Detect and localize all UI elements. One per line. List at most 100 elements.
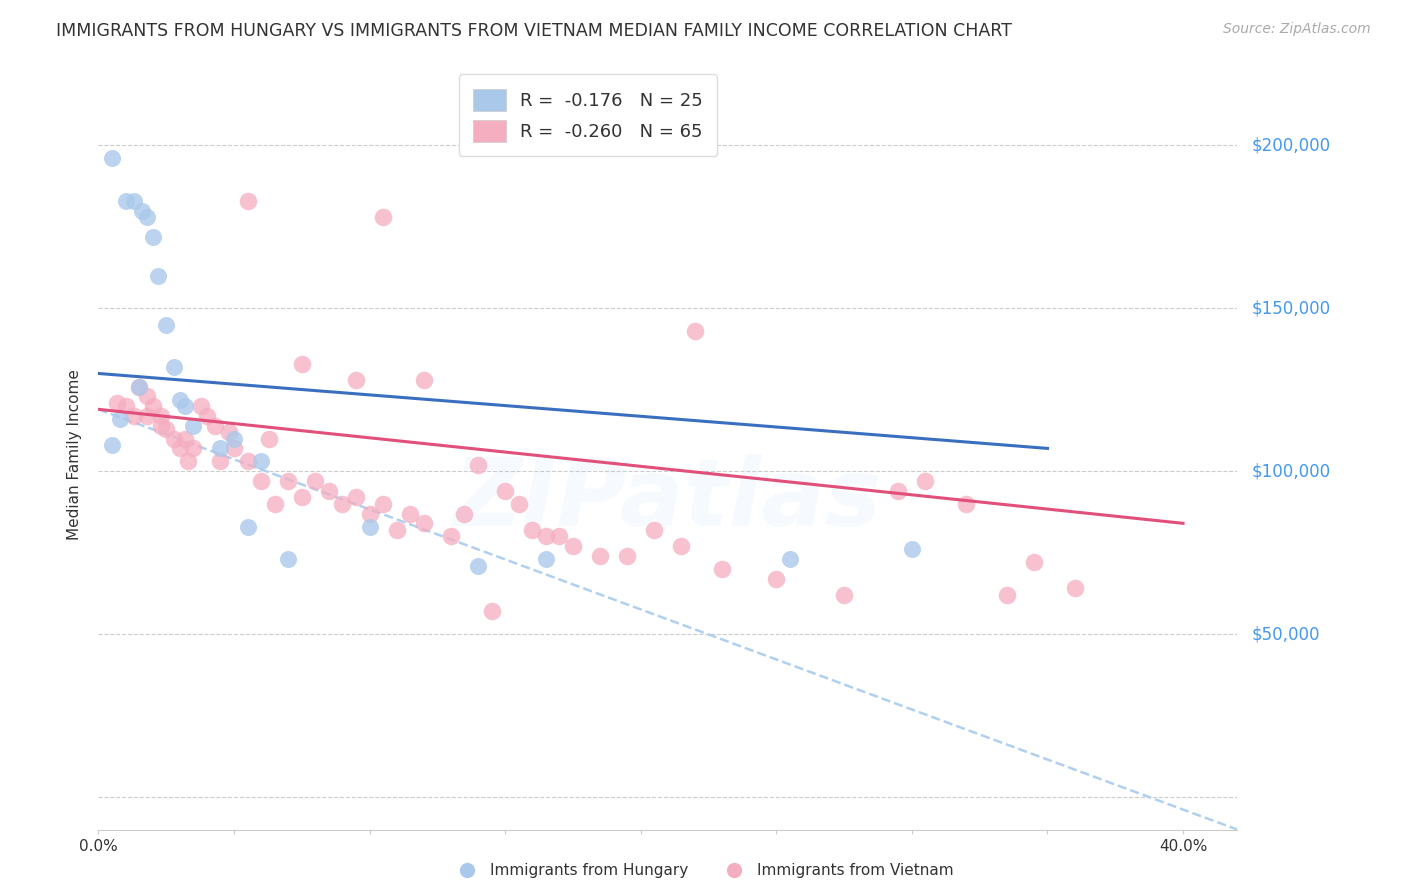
Text: Source: ZipAtlas.com: Source: ZipAtlas.com xyxy=(1223,22,1371,37)
Point xyxy=(131,203,153,218)
Point xyxy=(114,194,136,208)
Point xyxy=(548,529,571,543)
Point xyxy=(385,523,408,537)
Point xyxy=(136,409,159,423)
Point xyxy=(195,409,218,423)
Point xyxy=(263,497,285,511)
Point xyxy=(218,425,240,439)
Point xyxy=(371,210,394,224)
Point xyxy=(643,523,665,537)
Text: IMMIGRANTS FROM HUNGARY VS IMMIGRANTS FROM VIETNAM MEDIAN FAMILY INCOME CORRELAT: IMMIGRANTS FROM HUNGARY VS IMMIGRANTS FR… xyxy=(56,22,1012,40)
Point xyxy=(155,422,177,436)
Point xyxy=(562,539,585,553)
Point xyxy=(163,432,186,446)
Point xyxy=(236,194,259,208)
Point xyxy=(128,379,150,393)
Point xyxy=(412,516,434,531)
Point xyxy=(318,483,340,498)
Point xyxy=(209,454,232,468)
Point xyxy=(108,412,131,426)
Point xyxy=(177,454,200,468)
Point xyxy=(467,458,489,472)
Point xyxy=(901,542,924,557)
Point xyxy=(142,229,165,244)
Text: ZIPatlas: ZIPatlas xyxy=(454,454,882,546)
Point xyxy=(711,562,734,576)
Point xyxy=(832,588,855,602)
Point xyxy=(765,572,787,586)
Point xyxy=(616,549,638,563)
Point xyxy=(304,474,326,488)
Point xyxy=(683,324,706,338)
Point xyxy=(122,194,145,208)
Point xyxy=(995,588,1018,602)
Point xyxy=(914,474,936,488)
Point xyxy=(101,152,124,166)
Point xyxy=(1063,582,1085,596)
Point xyxy=(344,373,367,387)
Point xyxy=(779,552,801,566)
Point xyxy=(277,552,299,566)
Point xyxy=(467,558,489,573)
Point xyxy=(122,409,145,423)
Text: $50,000: $50,000 xyxy=(1251,625,1320,643)
Point xyxy=(494,483,516,498)
Point xyxy=(887,483,910,498)
Point xyxy=(250,454,273,468)
Point xyxy=(174,432,197,446)
Point xyxy=(183,418,205,433)
Point xyxy=(371,497,394,511)
Point xyxy=(136,210,159,224)
Point xyxy=(146,268,169,283)
Point xyxy=(149,409,172,423)
Legend: R =  -0.176   N = 25, R =  -0.260   N = 65: R = -0.176 N = 25, R = -0.260 N = 65 xyxy=(458,74,717,156)
Point xyxy=(155,318,177,332)
Point xyxy=(101,438,124,452)
Point xyxy=(955,497,977,511)
Point xyxy=(534,552,557,566)
Point xyxy=(589,549,612,563)
Point xyxy=(332,497,354,511)
Point xyxy=(236,454,259,468)
Point xyxy=(204,418,226,433)
Text: $100,000: $100,000 xyxy=(1251,462,1330,480)
Point xyxy=(671,539,693,553)
Point xyxy=(522,523,544,537)
Point xyxy=(174,399,197,413)
Point xyxy=(508,497,530,511)
Point xyxy=(440,529,463,543)
Point xyxy=(291,490,314,504)
Point xyxy=(128,379,150,393)
Y-axis label: Median Family Income: Median Family Income xyxy=(67,369,83,541)
Point xyxy=(412,373,434,387)
Text: $200,000: $200,000 xyxy=(1251,136,1330,154)
Point xyxy=(453,507,475,521)
Point xyxy=(277,474,299,488)
Point xyxy=(209,442,232,456)
Point xyxy=(114,399,136,413)
Point xyxy=(250,474,273,488)
Point xyxy=(534,529,557,543)
Point xyxy=(149,418,172,433)
Point xyxy=(169,392,191,407)
Point xyxy=(222,432,245,446)
Text: $150,000: $150,000 xyxy=(1251,300,1330,318)
Point xyxy=(222,442,245,456)
Point xyxy=(259,432,281,446)
Point xyxy=(236,519,259,533)
Point xyxy=(399,507,422,521)
Point xyxy=(169,442,191,456)
Point xyxy=(359,507,381,521)
Point xyxy=(163,359,186,374)
Point xyxy=(190,399,212,413)
Point xyxy=(107,396,129,410)
Point xyxy=(142,399,165,413)
Point xyxy=(359,519,381,533)
Point xyxy=(183,442,205,456)
Point xyxy=(481,604,503,618)
Legend: Immigrants from Hungary, Immigrants from Vietnam: Immigrants from Hungary, Immigrants from… xyxy=(446,857,960,884)
Point xyxy=(291,357,314,371)
Point xyxy=(344,490,367,504)
Point xyxy=(1022,556,1045,570)
Point xyxy=(136,389,159,403)
